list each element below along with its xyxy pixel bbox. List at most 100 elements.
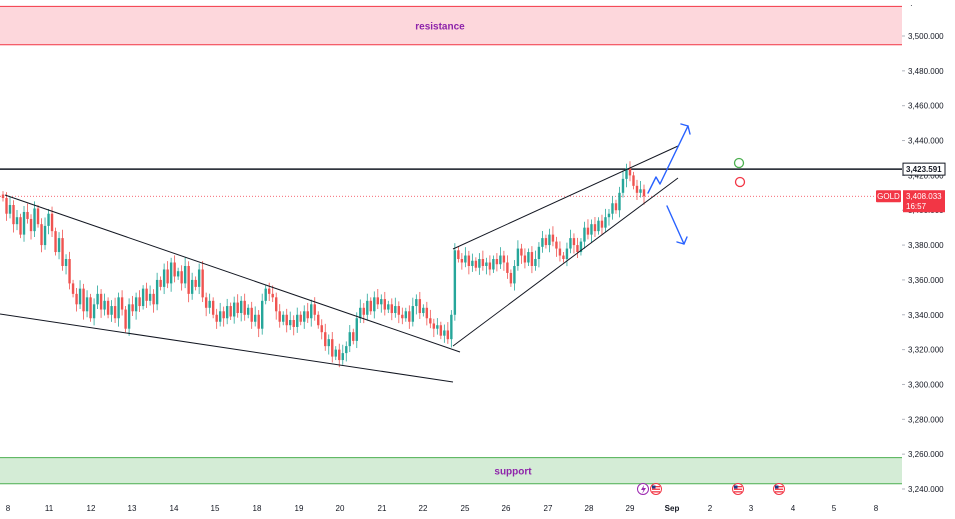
candle-body[interactable] bbox=[383, 299, 386, 310]
candle-body[interactable] bbox=[611, 203, 614, 214]
candle-body[interactable] bbox=[590, 224, 593, 235]
candle-body[interactable] bbox=[502, 255, 506, 263]
candle-body[interactable] bbox=[639, 189, 642, 193]
candle-body[interactable] bbox=[82, 288, 85, 312]
candle-body[interactable] bbox=[75, 293, 78, 305]
price-axis[interactable]: 3,500.000 3,480.000 3,460.000 3,440.000 3,42… bbox=[902, 32, 944, 494]
candle-body[interactable] bbox=[527, 252, 530, 263]
candle-body[interactable] bbox=[366, 300, 369, 315]
candle-body[interactable] bbox=[15, 217, 19, 225]
candle-body[interactable] bbox=[162, 269, 166, 287]
candle-body[interactable] bbox=[275, 297, 278, 312]
candle-body[interactable] bbox=[467, 255, 471, 266]
candle-body[interactable] bbox=[607, 213, 611, 218]
candle-body[interactable] bbox=[54, 231, 57, 253]
candle-body[interactable] bbox=[597, 220, 600, 232]
candle-body[interactable] bbox=[541, 238, 544, 247]
candle-body[interactable] bbox=[443, 330, 446, 336]
candle-body[interactable] bbox=[460, 259, 464, 263]
candle-body[interactable] bbox=[204, 297, 208, 308]
candle-body[interactable] bbox=[36, 208, 40, 225]
candle-body[interactable] bbox=[155, 279, 159, 305]
candle-body[interactable] bbox=[29, 218, 33, 232]
candle-body[interactable] bbox=[600, 220, 604, 228]
candle-body[interactable] bbox=[544, 238, 548, 246]
us-flag-event-icon[interactable] bbox=[773, 483, 785, 495]
candle-body[interactable] bbox=[289, 319, 292, 326]
candle-body[interactable] bbox=[47, 213, 50, 226]
candle-body[interactable] bbox=[411, 306, 415, 322]
candle-body[interactable] bbox=[569, 238, 572, 249]
candle-body[interactable] bbox=[513, 265, 516, 284]
candle-body[interactable] bbox=[499, 255, 502, 265]
candle-body[interactable] bbox=[50, 213, 54, 232]
candle-body[interactable] bbox=[593, 224, 597, 232]
candle-body[interactable] bbox=[222, 311, 225, 319]
rising-wedge-lower-trendline[interactable] bbox=[452, 177, 679, 347]
candle-body[interactable] bbox=[110, 306, 113, 315]
candle-body[interactable] bbox=[604, 217, 607, 228]
candle-body[interactable] bbox=[68, 259, 71, 284]
candle-body[interactable] bbox=[313, 304, 316, 315]
candle-body[interactable] bbox=[450, 314, 453, 340]
candle-body[interactable] bbox=[471, 260, 474, 266]
candle-body[interactable] bbox=[64, 259, 68, 266]
candle-body[interactable] bbox=[352, 332, 355, 341]
candle-body[interactable] bbox=[429, 318, 432, 324]
candle-body[interactable] bbox=[12, 205, 15, 225]
candle-body[interactable] bbox=[236, 302, 239, 314]
candle-body[interactable] bbox=[534, 259, 537, 266]
candle-body[interactable] bbox=[141, 288, 145, 307]
candle-body[interactable] bbox=[19, 217, 22, 235]
candle-body[interactable] bbox=[218, 311, 222, 322]
candle-body[interactable] bbox=[145, 288, 148, 301]
candle-body[interactable] bbox=[341, 353, 344, 361]
candle-body[interactable] bbox=[495, 259, 499, 265]
candle-body[interactable] bbox=[408, 311, 411, 322]
candle-body[interactable] bbox=[464, 255, 467, 263]
candle-body[interactable] bbox=[120, 297, 124, 310]
candle-body[interactable] bbox=[397, 306, 401, 315]
candle-body[interactable] bbox=[369, 300, 372, 312]
candle-body[interactable] bbox=[229, 306, 232, 317]
candle-body[interactable] bbox=[635, 185, 639, 193]
candle-body[interactable] bbox=[376, 297, 379, 305]
candle-body[interactable] bbox=[61, 238, 64, 266]
candle-body[interactable] bbox=[243, 300, 246, 315]
candle-body[interactable] bbox=[548, 234, 551, 246]
candle-body[interactable] bbox=[621, 178, 625, 193]
candle-body[interactable] bbox=[103, 300, 106, 310]
candle-body[interactable] bbox=[271, 293, 274, 298]
candle-body[interactable] bbox=[334, 349, 337, 357]
candle-body[interactable] bbox=[331, 339, 334, 357]
candle-body[interactable] bbox=[33, 208, 36, 232]
candle-body[interactable] bbox=[239, 300, 243, 314]
candle-body[interactable] bbox=[138, 297, 141, 307]
candle-body[interactable] bbox=[625, 168, 628, 179]
candle-body[interactable] bbox=[26, 211, 29, 219]
candle-body[interactable] bbox=[166, 269, 169, 284]
green-signal-circle[interactable] bbox=[733, 157, 745, 169]
candle-body[interactable] bbox=[183, 265, 187, 284]
candle-body[interactable] bbox=[506, 262, 509, 273]
candle-body[interactable] bbox=[92, 304, 96, 319]
candle-body[interactable] bbox=[628, 168, 632, 176]
candle-body[interactable] bbox=[127, 304, 131, 329]
candle-body[interactable] bbox=[43, 225, 47, 246]
candle-body[interactable] bbox=[197, 269, 201, 287]
candle-body[interactable] bbox=[285, 314, 288, 326]
candle-body[interactable] bbox=[373, 297, 376, 312]
candle-body[interactable] bbox=[296, 314, 299, 327]
candle-body[interactable] bbox=[565, 248, 569, 260]
candle-body[interactable] bbox=[516, 248, 520, 266]
resistance-zone[interactable] bbox=[0, 6, 902, 45]
candle-body[interactable] bbox=[22, 211, 26, 235]
candle-body[interactable] bbox=[642, 189, 646, 197]
candle-body[interactable] bbox=[457, 250, 460, 260]
lightning-event-icon[interactable] bbox=[637, 483, 649, 495]
candle-body[interactable] bbox=[380, 299, 383, 305]
candle-body[interactable] bbox=[89, 297, 92, 319]
candle-body[interactable] bbox=[190, 279, 194, 294]
